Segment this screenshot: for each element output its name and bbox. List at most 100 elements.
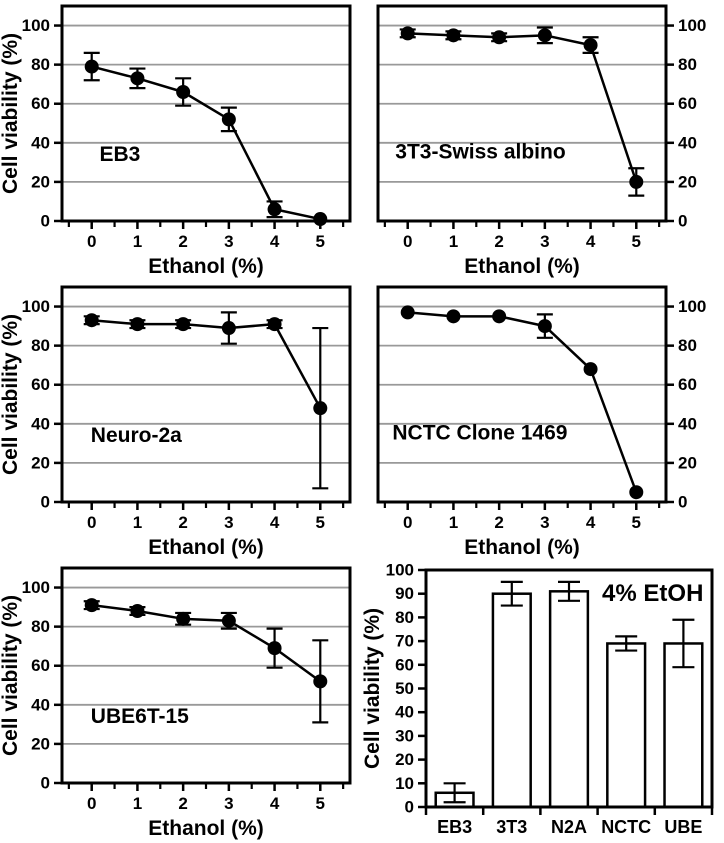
x-axis-title: Ethanol (%) <box>148 817 264 840</box>
data-point <box>583 38 598 53</box>
data-series <box>83 311 329 490</box>
svg-text:30: 30 <box>395 726 414 745</box>
svg-text:40: 40 <box>31 695 50 714</box>
panel-label: 3T3-Swiss albino <box>395 141 565 164</box>
svg-text:20: 20 <box>678 453 697 472</box>
y-axis-title: Cell viability (%) <box>0 595 22 756</box>
error-bar <box>615 635 638 652</box>
svg-text:60: 60 <box>395 655 414 674</box>
data-point <box>84 59 99 74</box>
data-series <box>83 51 328 227</box>
svg-text:5: 5 <box>316 513 325 532</box>
data-point <box>176 317 191 332</box>
y-axis: 0 10 20 30 40 50 60 70 80 90 100 Cell viability (%) <box>362 562 426 817</box>
svg-text:90: 90 <box>395 584 414 603</box>
svg-text:20: 20 <box>31 172 50 191</box>
panel-label: 4% EtOH <box>602 580 703 607</box>
data-point <box>267 641 282 656</box>
data-point <box>130 71 145 86</box>
data-point <box>176 85 191 99</box>
bar-category-label: UBE <box>664 817 702 837</box>
plot-border <box>60 566 352 785</box>
bar <box>491 592 532 809</box>
x-axis-title: Ethanol (%) <box>464 255 580 278</box>
error-bar <box>443 782 466 804</box>
svg-text:3: 3 <box>224 232 233 251</box>
svg-text:40: 40 <box>395 703 414 722</box>
data-series <box>434 580 704 809</box>
data-point <box>84 598 99 613</box>
data-point <box>267 202 282 217</box>
panel-3t3-swiss-albino: 0 1 2 3 4 5 Ethanol (%) 0 20 40 60 80 100 3T3-Swiss a… <box>362 0 724 281</box>
svg-text:0: 0 <box>41 212 50 231</box>
svg-text:50: 50 <box>395 679 414 698</box>
svg-text:1: 1 <box>449 513 458 532</box>
svg-text:0: 0 <box>87 794 96 813</box>
svg-text:1: 1 <box>449 232 458 251</box>
y-axis: 0 20 40 60 80 100 <box>666 16 706 231</box>
svg-text:1: 1 <box>133 794 142 813</box>
grid <box>62 305 350 464</box>
data-point <box>221 321 236 336</box>
svg-text:70: 70 <box>395 632 414 651</box>
svg-text:80: 80 <box>395 608 414 627</box>
svg-text:0: 0 <box>678 493 687 512</box>
x-axis: EB3 3T3 N2A NCTC UBE <box>424 807 714 837</box>
svg-text:5: 5 <box>316 232 325 251</box>
svg-text:40: 40 <box>678 133 697 152</box>
svg-text:2: 2 <box>494 232 503 251</box>
y-axis: 0 20 40 60 80 100 <box>666 297 706 512</box>
x-axis: 0 1 2 3 4 5 Ethanol (%) <box>67 221 345 278</box>
svg-text:80: 80 <box>31 336 50 355</box>
svg-text:40: 40 <box>31 414 50 433</box>
chart-nctc-clone-1469: 0 1 2 3 4 5 Ethanol (%) 0 20 40 60 80 100 NCTC Clone … <box>376 285 706 559</box>
svg-text:60: 60 <box>678 375 697 394</box>
y-axis-title: Cell viability (%) <box>0 314 22 475</box>
error-bar <box>500 580 523 607</box>
svg-text:4: 4 <box>270 794 280 813</box>
data-point <box>221 112 236 127</box>
svg-text:20: 20 <box>395 750 414 769</box>
svg-text:4: 4 <box>586 232 596 251</box>
svg-text:20: 20 <box>31 453 50 472</box>
data-point <box>313 212 328 227</box>
data-point <box>446 28 461 43</box>
bar <box>663 642 704 809</box>
bar-category-label: NCTC <box>601 817 651 837</box>
chart-3t3-swiss-albino: 0 1 2 3 4 5 Ethanol (%) 0 20 40 60 80 100 3T3-Swiss a… <box>376 4 706 278</box>
svg-text:0: 0 <box>41 774 50 793</box>
panel-label: Neuro-2a <box>91 424 182 447</box>
svg-text:2: 2 <box>178 513 187 532</box>
svg-text:0: 0 <box>403 232 412 251</box>
svg-text:0: 0 <box>87 232 96 251</box>
panel-bar-4pct-etoh: EB3 3T3 N2A NCTC UBE 0 10 20 30 40 50 60 70 80 90 100 Ce… <box>362 562 724 843</box>
y-axis-title: Cell viability (%) <box>0 33 22 194</box>
panel-nctc-clone-1469: 0 1 2 3 4 5 Ethanol (%) 0 20 40 60 80 100 NCTC Clone … <box>362 281 724 562</box>
svg-text:80: 80 <box>678 336 697 355</box>
data-point <box>629 485 644 500</box>
svg-text:0: 0 <box>678 212 687 231</box>
svg-text:4: 4 <box>270 232 280 251</box>
x-axis-title: Ethanol (%) <box>148 255 264 278</box>
data-point <box>130 317 145 332</box>
data-series <box>400 305 644 500</box>
data-point <box>221 613 236 628</box>
svg-text:20: 20 <box>31 734 50 753</box>
panel-label: UBE6T-15 <box>91 705 189 728</box>
data-point <box>130 604 145 618</box>
y-axis-title: Cell viability (%) <box>362 608 384 769</box>
x-axis: 0 1 2 3 4 5 Ethanol (%) <box>383 221 661 278</box>
svg-text:40: 40 <box>31 133 50 152</box>
bar-category-label: 3T3 <box>496 817 527 837</box>
bar <box>606 642 647 809</box>
svg-text:100: 100 <box>22 578 50 597</box>
panel-eb3: 0 1 2 3 4 5 Ethanol (%) 0 20 40 60 80 100 Cell viabil… <box>0 0 362 281</box>
svg-text:10: 10 <box>395 774 414 793</box>
svg-text:0: 0 <box>87 513 96 532</box>
data-point <box>446 309 461 324</box>
data-point <box>400 26 415 41</box>
svg-text:3: 3 <box>540 232 549 251</box>
